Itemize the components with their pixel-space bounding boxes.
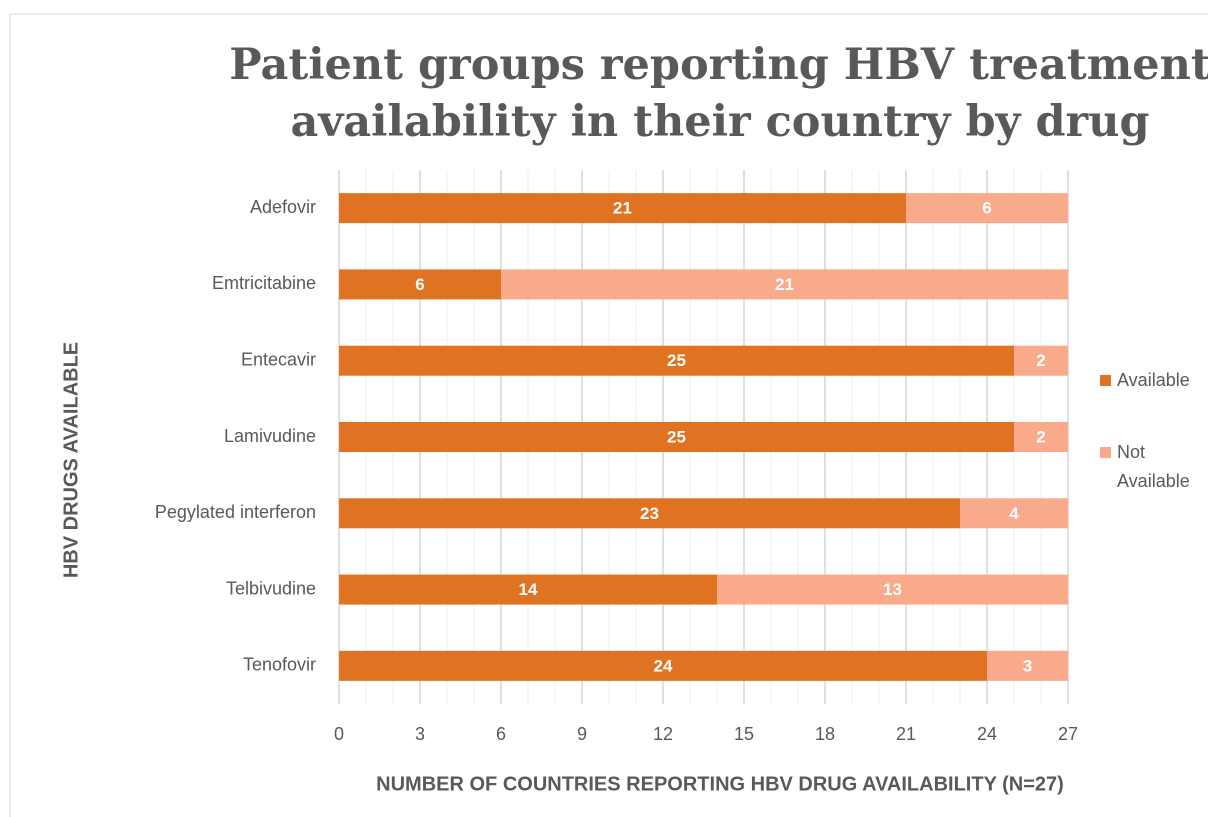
chart-title: availability in their country by drug [290,97,1149,147]
data-label: 24 [654,656,673,675]
data-label: 4 [1009,504,1019,523]
data-label: 6 [415,275,424,294]
bar-segment [501,269,1068,300]
bar-segment [1014,422,1068,452]
x-tick-label: 6 [496,724,506,744]
bar-segment [906,193,1068,224]
data-label: 21 [613,199,632,218]
data-label: 23 [640,504,659,523]
y-tick-label: Pegylated interferon [155,502,316,522]
y-tick-label: Tenofovir [243,655,316,675]
bar-segment [717,574,1068,605]
bar-segment [339,574,717,605]
data-label: 14 [519,580,538,599]
bar-segment [339,650,987,681]
x-tick-label: 0 [334,724,344,744]
y-tick-label: Lamivudine [224,426,316,446]
y-tick-label: Entecavir [241,349,316,369]
x-tick-label: 18 [815,724,835,744]
legend-swatch [1100,375,1111,386]
x-tick-label: 9 [577,724,587,744]
x-tick-label: 3 [415,724,425,744]
y-tick-label: Telbivudine [226,578,316,598]
data-label: 6 [982,199,991,218]
bar-segment [339,422,1014,452]
x-tick-label: 27 [1058,724,1078,744]
bar-segment [1014,345,1068,376]
x-tick-label: 24 [977,724,997,744]
x-tick-label: 21 [896,724,916,744]
legend-swatch [1100,447,1111,458]
bar-segment [339,193,906,224]
bar-segment [987,650,1068,681]
y-axis-label: HBV DRUGS AVAILABLE [60,342,82,578]
data-label: 25 [667,351,686,370]
chart-title: Patient groups reporting HBV treatment [229,40,1208,90]
legend-item: Not Available [1100,438,1200,496]
bar-segment [339,498,960,529]
y-tick-label: Adefovir [250,197,316,217]
y-tick-label: Emtricitabine [212,273,316,293]
bar-segment [339,345,1014,376]
legend-item: Available [1100,366,1200,395]
data-label: 25 [667,427,686,446]
data-label: 3 [1023,656,1032,675]
x-tick-label: 12 [653,724,673,744]
data-label: 2 [1036,427,1045,446]
legend-label: Not Available [1117,442,1190,491]
data-label: 21 [775,275,794,294]
x-axis-label: NUMBER OF COUNTRIES REPORTING HBV DRUG A… [376,773,1064,795]
data-label: 2 [1036,351,1045,370]
data-label: 13 [883,580,902,599]
x-tick-label: 15 [734,724,754,744]
chart-frame [9,13,1208,817]
legend-label: Available [1117,370,1190,390]
bar-segment [960,498,1068,529]
bar-segment [339,269,501,300]
